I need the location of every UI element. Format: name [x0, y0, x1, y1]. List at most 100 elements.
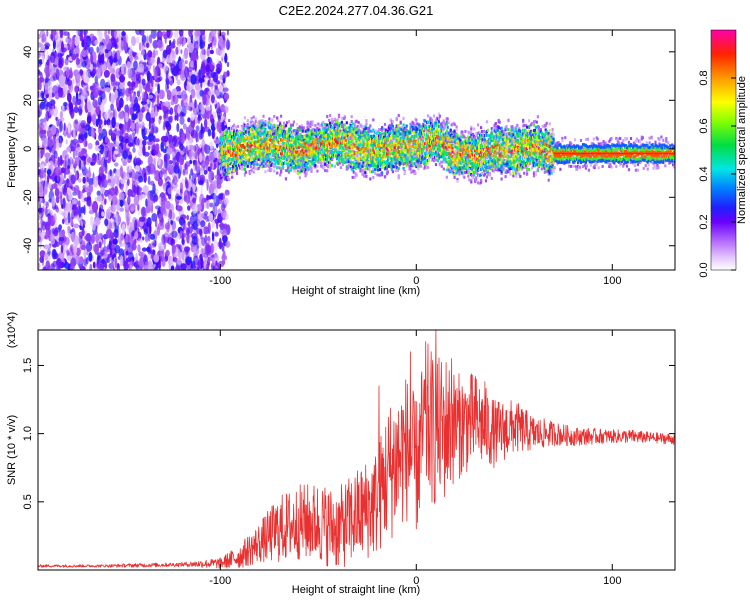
noise-blob [199, 30, 206, 36]
noise-blob [218, 260, 225, 268]
noise-blob [125, 244, 129, 250]
noise-blob [204, 118, 208, 129]
noise-blob [135, 164, 140, 173]
spectrum-cell [337, 134, 341, 138]
noise-blob [158, 170, 163, 180]
noise-blob [104, 30, 108, 39]
spectrum-cell [296, 129, 299, 133]
noise-blob [156, 94, 160, 107]
spectrum-cell [284, 177, 288, 181]
noise-blob [138, 42, 142, 51]
noise-blob [92, 220, 96, 231]
noise-blob [135, 157, 142, 166]
noise-blob [101, 265, 104, 270]
spectrum-cell [337, 115, 341, 119]
noise-blob [44, 152, 51, 159]
noise-blob [222, 39, 226, 49]
noise-blob [80, 148, 87, 155]
noise-blob [124, 104, 130, 113]
noise-blob [194, 35, 201, 41]
noise-blob [92, 176, 99, 188]
noise-blob [59, 120, 63, 132]
noise-blob [81, 49, 87, 58]
noise-blob [217, 199, 223, 205]
noise-blob [198, 180, 204, 186]
noise-blob [163, 101, 171, 107]
noise-blob [169, 209, 173, 220]
noise-blob [73, 223, 80, 229]
noise-blob [86, 199, 92, 207]
noise-blob [51, 196, 56, 207]
noise-blob [165, 70, 169, 81]
spectrum-cell [257, 166, 260, 170]
noise-blob [119, 75, 126, 83]
noise-blob [79, 225, 83, 231]
spectrum-cell [280, 170, 283, 174]
noise-blob [103, 147, 109, 152]
noise-blob [73, 133, 76, 139]
noise-blob [128, 85, 134, 91]
noise-blob [180, 263, 187, 270]
spectrum-cell [249, 132, 252, 136]
noise-blob [114, 162, 119, 167]
spectrum-cell [310, 168, 313, 172]
noise-blob [176, 205, 183, 212]
noise-blob [176, 122, 180, 133]
noise-blob [134, 219, 138, 232]
noise-blob [200, 63, 206, 76]
spectrum-cell [268, 117, 271, 121]
noise-blob [207, 222, 211, 235]
spectrum-cell [302, 126, 305, 130]
noise-blob [187, 226, 193, 234]
noise-blob [216, 101, 221, 112]
noise-blob [165, 109, 171, 115]
spectrum-cell [372, 118, 375, 122]
noise-blob [71, 186, 76, 192]
noise-blob [142, 167, 146, 178]
spectrum-cell [264, 120, 267, 123]
noise-blob [164, 230, 170, 238]
spectrum-cell [372, 176, 375, 179]
noise-blob [64, 210, 69, 218]
noise-blob [73, 245, 78, 255]
noise-blob [148, 260, 152, 269]
spectrum-cell [369, 177, 372, 181]
noise-blob [101, 59, 105, 65]
spectrum-cell [293, 169, 296, 173]
noise-blob [190, 129, 197, 139]
noise-blob [50, 209, 53, 216]
noise-blob [177, 38, 181, 43]
noise-blob [178, 60, 183, 70]
noise-blob [146, 217, 152, 227]
noise-blob [69, 265, 76, 270]
spectrum-cell [351, 175, 354, 179]
noise-blob [67, 158, 71, 169]
noise-blob [138, 175, 144, 183]
spectrum-cell [342, 139, 345, 143]
noise-blob [182, 169, 186, 176]
spectrum-cell [228, 178, 231, 181]
noise-blob [122, 160, 127, 166]
noise-blob [147, 133, 154, 142]
noise-blob [141, 44, 145, 52]
spectrum-cell [287, 163, 291, 167]
noise-blob [113, 57, 116, 63]
noise-blob [56, 257, 62, 270]
noise-blob [209, 171, 214, 180]
noise-blob [118, 111, 125, 119]
spectrum-cell [262, 114, 265, 118]
noise-blob [105, 38, 112, 51]
spectrum-cell [250, 168, 253, 172]
noise-blob [167, 187, 173, 195]
noise-blob [199, 103, 205, 111]
noise-blob [171, 230, 178, 238]
noise-blob [107, 178, 112, 184]
spectrum-cell [235, 125, 238, 129]
noise-blob [146, 70, 151, 82]
spectrum-cell [289, 126, 292, 130]
noise-blob [115, 135, 120, 146]
noise-blob [192, 255, 199, 266]
noise-blob [101, 259, 105, 264]
noise-blob [138, 251, 143, 257]
